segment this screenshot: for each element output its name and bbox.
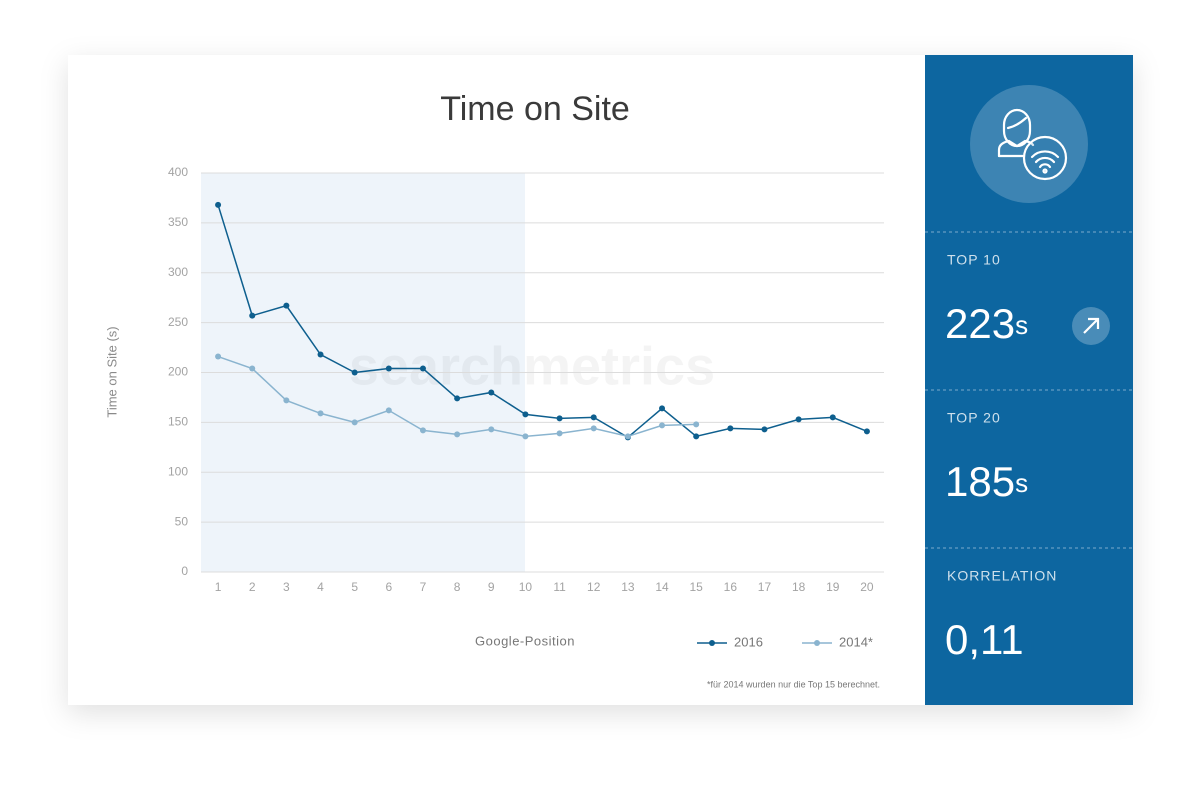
legend-label: 2014* (839, 634, 873, 649)
stat-unit: s (1015, 468, 1028, 498)
data-point (863, 428, 870, 435)
stat-label: TOP 10 (947, 252, 1001, 268)
y-tick-label: 250 (168, 315, 188, 329)
stat-label: TOP 20 (947, 410, 1001, 426)
data-point (556, 430, 563, 437)
data-point (727, 425, 734, 432)
x-tick-label: 3 (283, 580, 290, 594)
x-tick-label: 12 (587, 580, 601, 594)
data-point (215, 353, 222, 360)
y-axis-label: Time on Site (s) (104, 326, 119, 417)
y-tick-label: 400 (168, 165, 188, 179)
x-tick-label: 14 (655, 580, 669, 594)
legend-marker (709, 640, 715, 646)
x-tick-label: 15 (689, 580, 703, 594)
stat-value: 185s (945, 458, 1028, 505)
data-point (351, 369, 358, 376)
data-point (624, 433, 631, 440)
series-line (217, 204, 868, 439)
data-point (590, 425, 597, 432)
data-point (317, 410, 324, 417)
data-point (419, 365, 426, 372)
data-point (761, 426, 768, 433)
data-point (659, 405, 666, 412)
y-tick-label: 50 (175, 514, 189, 528)
data-point (556, 415, 563, 422)
stat-number: 223 (945, 300, 1015, 347)
x-tick-label: 16 (724, 580, 738, 594)
y-tick-label: 200 (168, 365, 188, 379)
x-tick-label: 8 (454, 580, 461, 594)
chart-title: Time on Site (440, 90, 630, 128)
sidebar (925, 55, 1133, 705)
x-tick-label: 18 (792, 580, 806, 594)
data-point (283, 397, 290, 404)
data-point (693, 421, 700, 428)
y-tick-label: 300 (168, 265, 188, 279)
trend-arrow (1083, 317, 1100, 334)
stat-value: 223s (945, 300, 1028, 347)
data-point (829, 414, 836, 421)
x-tick-label: 17 (758, 580, 772, 594)
data-point (488, 389, 495, 396)
x-tick-label: 11 (553, 580, 566, 594)
data-point (215, 201, 222, 208)
stat-number: 185 (945, 458, 1015, 505)
data-point (419, 427, 426, 434)
y-tick-label: 0 (181, 564, 188, 578)
x-axis-label: Google-Position (475, 633, 575, 648)
data-point (385, 407, 392, 414)
data-point (590, 414, 597, 421)
data-point (385, 365, 392, 372)
data-point (488, 426, 495, 433)
x-tick-label: 20 (860, 580, 874, 594)
x-tick-label: 6 (385, 580, 392, 594)
legend-label: 2016 (734, 634, 763, 649)
data-point (249, 365, 256, 372)
data-point (795, 416, 802, 423)
data-point (693, 433, 700, 440)
x-tick-label: 10 (519, 580, 533, 594)
user-icon (997, 108, 1068, 181)
watermark: searchmetrics (349, 336, 715, 396)
x-tick-label: 9 (488, 580, 495, 594)
stat-value: 0,11 (945, 616, 1024, 663)
legend-marker (814, 640, 820, 646)
y-tick-label: 100 (168, 464, 188, 478)
x-tick-label: 5 (351, 580, 358, 594)
data-point (454, 431, 461, 438)
data-point (454, 395, 461, 402)
y-tick-label: 150 (168, 415, 188, 429)
x-tick-label: 13 (621, 580, 635, 594)
data-point (317, 351, 324, 358)
data-point (659, 422, 666, 429)
data-point (283, 302, 290, 309)
data-point (522, 411, 529, 418)
x-tick-label: 2 (249, 580, 256, 594)
x-tick-label: 1 (215, 580, 222, 594)
x-tick-label: 7 (420, 580, 427, 594)
stat-label: KORRELATION (947, 568, 1057, 584)
data-point (351, 419, 358, 426)
data-point (522, 433, 529, 440)
x-tick-label: 19 (826, 580, 840, 594)
footnote: *für 2014 wurden nur die Top 15 berechne… (707, 679, 880, 689)
stat-unit: s (1015, 310, 1028, 340)
data-point (249, 312, 256, 319)
y-tick-label: 350 (168, 215, 188, 229)
x-tick-label: 4 (317, 580, 324, 594)
